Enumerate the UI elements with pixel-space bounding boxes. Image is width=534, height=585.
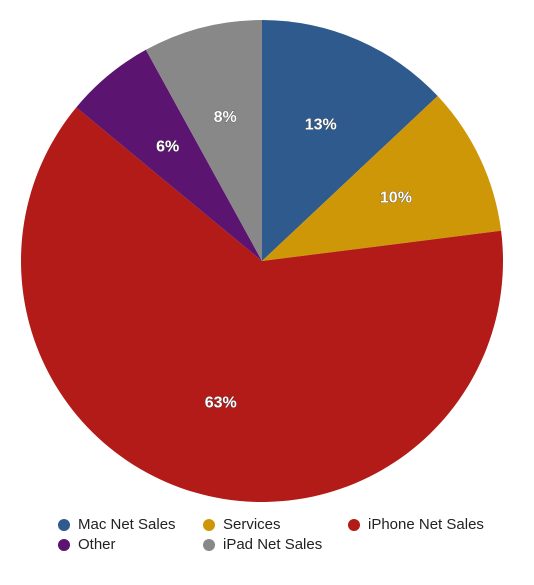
legend-item-mac-net-sales: Mac Net Sales [58,516,203,533]
pie-labels: 13% 10% 63% 6% 8% [156,109,412,412]
legend-item-iphone-net-sales: iPhone Net Sales [348,516,518,533]
legend-label-services: Services [223,516,281,533]
pie-slice-other [76,49,262,261]
legend-label-iphone-net-sales: iPhone Net Sales [368,516,484,533]
legend-item-services: Services [203,516,348,533]
legend: Mac Net Sales Services iPhone Net Sales Oth… [58,516,528,553]
pie-slice-mac-net-sales [262,20,438,261]
legend-label-mac-net-sales: Mac Net Sales [78,516,176,533]
pie-slices [20,20,504,502]
slice-label-mac-net-sales: 13% [305,117,337,134]
slice-label-ipad-net-sales: 8% [214,109,237,126]
legend-swatch-other [58,538,70,551]
legend-swatch-ipad-net-sales [203,538,215,551]
slice-label-other: 6% [156,138,179,155]
legend-swatch-iphone-net-sales [348,518,360,531]
legend-swatch-services [203,518,215,531]
pie-slice-iphone-net-sales [20,107,504,502]
legend-label-other: Other [78,536,116,553]
pie-slice-services [262,96,502,262]
slice-label-services: 10% [380,189,412,206]
legend-item-ipad-net-sales: iPad Net Sales [203,536,348,553]
legend-label-ipad-net-sales: iPad Net Sales [223,536,323,553]
slice-label-iphone-net-sales: 63% [205,395,237,412]
legend-swatch-mac-net-sales [58,518,70,531]
pie-chart: 13% 10% 63% 6% 8% [20,20,504,502]
legend-item-other: Other [58,536,203,553]
pie-slice-ipad-net-sales [145,20,262,261]
